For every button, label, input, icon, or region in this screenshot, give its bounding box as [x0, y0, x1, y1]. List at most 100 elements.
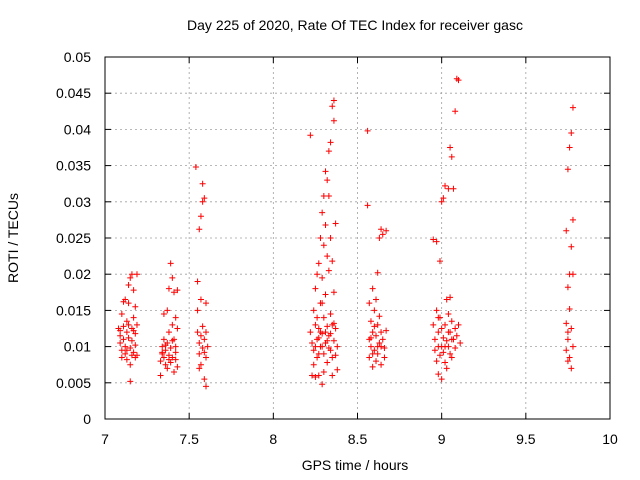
data-point	[378, 343, 385, 350]
data-point	[123, 329, 130, 336]
y-tick-label: 0.035	[56, 158, 91, 174]
data-point	[374, 269, 381, 276]
x-tick-label: 7.5	[179, 431, 199, 447]
data-point	[171, 368, 178, 375]
data-point	[367, 334, 374, 341]
data-point	[312, 374, 319, 381]
data-point	[320, 314, 327, 321]
data-point	[564, 336, 571, 343]
data-point	[194, 307, 201, 314]
x-tick-label: 7	[101, 431, 109, 447]
data-point	[320, 368, 327, 375]
data-point	[160, 354, 167, 361]
y-tick-label: 0.005	[56, 375, 91, 391]
data-point	[324, 359, 331, 366]
data-point	[431, 347, 438, 354]
data-point	[322, 329, 329, 336]
data-point	[132, 354, 139, 361]
data-point	[332, 220, 339, 227]
data-point	[315, 350, 322, 357]
data-point	[563, 227, 570, 234]
data-point	[332, 352, 339, 359]
data-point	[204, 343, 211, 350]
y-tick-label: 0.04	[64, 121, 91, 137]
data-point	[310, 361, 317, 368]
data-point	[201, 376, 208, 383]
data-point	[435, 314, 442, 321]
data-point	[123, 347, 130, 354]
y-tick-label: 0.015	[56, 302, 91, 318]
data-point	[438, 376, 445, 383]
data-point	[319, 209, 326, 216]
data-point	[324, 337, 331, 344]
data-point	[455, 321, 462, 328]
data-point	[117, 332, 124, 339]
data-point	[431, 336, 438, 343]
data-point	[379, 336, 386, 343]
data-point	[445, 311, 452, 318]
data-point	[430, 321, 437, 328]
data-point	[332, 325, 339, 332]
data-point	[443, 337, 450, 344]
data-point	[307, 132, 314, 139]
chart-title: Day 225 of 2020, Rate Of TEC Index for r…	[187, 17, 523, 33]
data-point	[203, 329, 209, 336]
data-point	[378, 329, 385, 336]
data-point	[564, 284, 571, 291]
data-point	[307, 329, 314, 336]
data-point	[199, 345, 206, 352]
data-point	[450, 185, 457, 192]
data-point	[440, 349, 447, 356]
data-point	[325, 148, 332, 155]
data-point	[203, 383, 209, 390]
data-point	[315, 334, 322, 341]
data-point	[443, 296, 450, 303]
data-point	[197, 296, 204, 303]
data-point	[203, 354, 209, 361]
x-tick-label: 9.5	[516, 431, 536, 447]
data-point	[324, 177, 331, 184]
data-point	[374, 321, 381, 328]
data-point	[366, 300, 373, 307]
y-tick-label: 0.025	[56, 230, 91, 246]
data-point	[569, 104, 576, 111]
data-point	[378, 226, 385, 233]
data-point	[197, 213, 204, 220]
data-point	[440, 334, 447, 341]
data-point	[367, 343, 374, 350]
data-point	[438, 343, 445, 350]
data-point	[369, 329, 376, 336]
data-point	[164, 307, 171, 314]
data-point	[317, 235, 324, 241]
data-point	[309, 372, 316, 379]
data-point	[199, 180, 206, 187]
data-point	[371, 347, 378, 354]
y-tick-label: 0.045	[56, 85, 91, 101]
data-point	[330, 97, 337, 104]
data-point	[447, 294, 454, 301]
data-point	[128, 352, 135, 359]
data-point	[172, 356, 179, 363]
data-point	[197, 361, 204, 368]
data-point	[378, 361, 385, 368]
data-point	[172, 314, 179, 321]
data-point	[196, 226, 203, 233]
data-point	[117, 339, 124, 346]
data-point	[315, 260, 322, 267]
data-point	[201, 195, 208, 202]
data-point	[169, 321, 176, 328]
data-point	[327, 235, 334, 241]
data-point	[369, 285, 376, 292]
data-point	[373, 358, 380, 365]
data-point	[325, 267, 332, 274]
data-point	[364, 202, 371, 209]
grid-lines	[105, 57, 610, 419]
data-point	[329, 372, 336, 379]
data-point	[127, 274, 134, 281]
data-point	[568, 243, 575, 250]
data-point	[122, 350, 129, 357]
data-point	[132, 303, 139, 310]
data-point	[568, 325, 575, 332]
data-point	[118, 354, 125, 361]
